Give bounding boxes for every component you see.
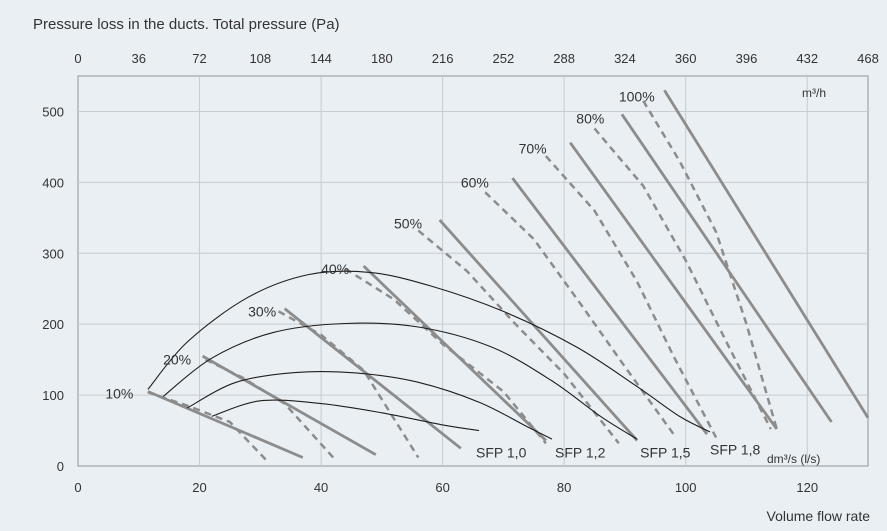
top-tick-label: 180 [371,51,393,66]
x-tick-label: 80 [557,480,571,495]
fan-speed-label: 60% [461,174,489,190]
fan-speed-line [620,113,833,423]
fan-speed-label: 50% [394,215,422,231]
x-tick-label: 40 [314,480,328,495]
sfp-label: SFP 1,5 [640,444,691,460]
sfp-label: SFP 1,0 [476,444,527,460]
fan-speed-lines-layer [147,89,870,459]
top-tick-label: 288 [553,51,575,66]
fan-speed-line [663,89,870,419]
x-tick-label: 20 [192,480,206,495]
plot-area-layer [77,75,869,467]
fan-speed-line [511,177,709,435]
y-tick-label: 400 [42,175,64,190]
fan-speed-line [438,218,639,442]
sfp-dashed-line [277,310,420,459]
top-tick-label: 0 [74,51,81,66]
top-tick-label: 324 [614,51,636,66]
fan-speed-label: 30% [248,303,276,319]
x-tick-label: 100 [675,480,697,495]
x-tick-label: 60 [435,480,449,495]
x-axis-unit: dm³/s (l/s) [767,452,820,466]
y-tick-label: 300 [42,246,64,261]
sfp-curve [211,399,480,432]
sfp-curve [162,322,638,440]
axis-labels-layer: 0 20 40 60 80 100 120 0 100 200 300 400 500 0 36 72 108 1… [42,51,879,495]
sfp-dashed-line [642,100,779,430]
top-tick-label: 72 [192,51,206,66]
sfp-dashed-line [417,229,620,445]
y-tick-label: 500 [42,104,64,119]
y-tick-label: 200 [42,317,64,332]
top-tick-label: 432 [796,51,818,66]
fan-speed-label: 70% [519,140,547,156]
sfp-curve [147,270,711,433]
chart-title: Pressure loss in the ducts. Total pressu… [33,16,340,33]
sfp-curve [187,370,553,440]
fan-speed-line [147,390,304,459]
fan-speed-label: 100% [619,89,655,105]
sfp-label: SFP 1,2 [555,444,606,460]
fan-speed-label: 80% [576,111,604,127]
fan-speed-line [362,264,547,442]
y-tick-label: 100 [42,388,64,403]
top-tick-label: 36 [132,51,146,66]
fan-speed-label: 10% [105,386,133,402]
labels-layer: 10% 20% 30% 40% 50% 60% 70% 80% 100% SFP 1,0 SFP 1… [105,89,760,461]
top-tick-label: 252 [493,51,515,66]
top-tick-label: 144 [310,51,332,66]
top-axis-unit: m³/h [802,86,826,100]
fan-speed-line [283,307,462,450]
sfp-dashed-line [593,127,772,430]
fan-speed-line [569,141,778,430]
top-tick-label: 396 [736,51,758,66]
top-tick-label: 108 [249,51,271,66]
top-tick-label: 360 [675,51,697,66]
sfp-dashed-line [484,191,675,435]
fan-speed-label: 40% [321,261,349,277]
plot-area [77,75,869,467]
sfp-dashed-lines-layer [147,100,779,462]
sfp-label: SFP 1,8 [710,442,761,458]
top-tick-label: 216 [432,51,454,66]
x-tick-label: 0 [74,480,81,495]
fan-speed-label: 20% [163,352,191,368]
x-tick-label: 120 [796,480,818,495]
sfp-curves-layer [147,270,711,440]
top-tick-label: 468 [857,51,879,66]
fan-speed-line [201,354,377,456]
y-tick-label: 0 [57,459,64,474]
sfp-dashed-line [147,391,268,462]
x-axis-label: Volume flow rate [767,508,871,524]
sfp-dashed-line [544,155,718,439]
sfp-dashed-line [344,267,547,445]
